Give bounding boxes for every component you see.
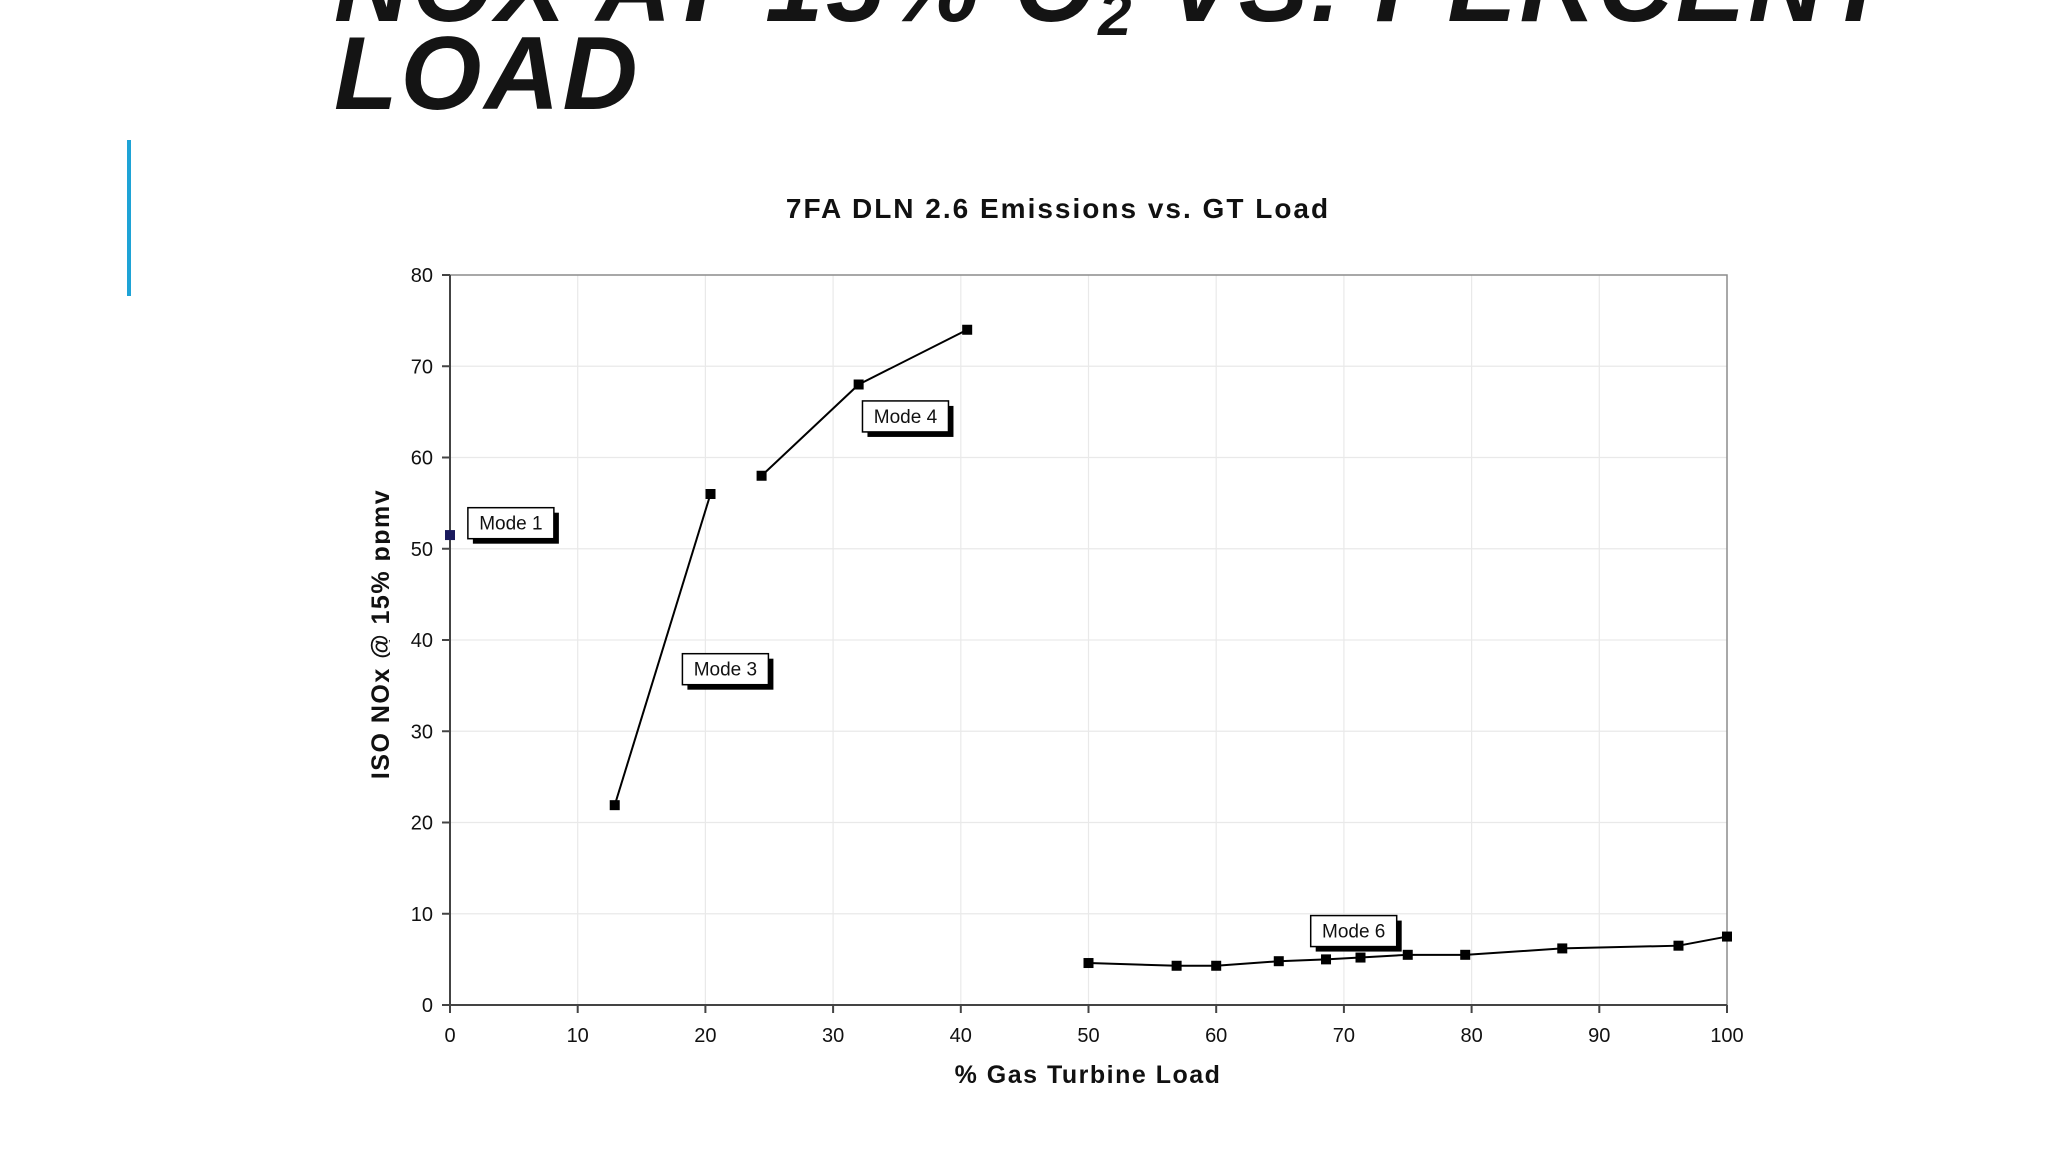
y-tick-label: 60	[411, 448, 433, 470]
mode-1-point	[445, 530, 455, 541]
mode-6-point	[1460, 949, 1471, 960]
x-tick-label: 40	[950, 1025, 972, 1047]
title-part-1: NOX AT 15% O	[334, 0, 1098, 44]
annotation-mode-6-box	[1309, 914, 1398, 948]
y-tick-label: 20	[411, 813, 433, 835]
mode-3-line	[613, 493, 712, 806]
mode-6-point	[1211, 960, 1222, 971]
annotation-mode-1-text: Mode 1	[479, 514, 542, 535]
mode-4-point	[853, 379, 864, 390]
y-tick-label: 30	[411, 721, 433, 743]
mode-6-point	[1355, 952, 1366, 963]
x-tick-label: 50	[1077, 1025, 1099, 1047]
x-axis-label: % Gas Turbine Load	[955, 1061, 1222, 1089]
data-series	[445, 324, 1732, 971]
annotation-mode-4-text: Mode 4	[874, 407, 938, 428]
annotation-mode-4-box	[861, 400, 950, 433]
grid-lines	[450, 275, 1727, 1005]
y-tick-label: 80	[411, 265, 433, 287]
mode-6-point	[1083, 958, 1094, 969]
x-tick-label: 80	[1460, 1025, 1482, 1047]
mode-3-point	[609, 800, 620, 811]
x-tick-label: 20	[694, 1025, 716, 1047]
y-tick-label: 50	[411, 539, 433, 561]
y-tick-label: 0	[422, 995, 433, 1017]
mode-4-point	[756, 470, 767, 481]
annotation-mode-6-text: Mode 6	[1322, 922, 1385, 943]
mode-6-point	[1321, 954, 1332, 965]
x-tick-label: 100	[1710, 1025, 1743, 1047]
mode-4-point	[962, 324, 973, 335]
x-tick-label: 30	[822, 1025, 844, 1047]
mode-3-point	[705, 489, 716, 499]
axes: 0 10 20 30 40 50 60 70 80 0 10 20 30 40 50 60 70 80 90 100	[411, 265, 1744, 1047]
mode-6-point	[1402, 949, 1413, 960]
mode-6-point	[1273, 956, 1284, 967]
mode-6-point	[1722, 931, 1732, 942]
x-tick-label: 70	[1333, 1025, 1355, 1047]
annotation-mode-4: Mode 4	[861, 400, 954, 437]
slide-title-line-2: LOAD	[334, 16, 641, 132]
slide-title-line-1: NOX AT 15% O2 VS. PERCENT	[334, 0, 2014, 45]
x-tick-label: 60	[1205, 1025, 1227, 1047]
y-tick-label: 10	[411, 904, 433, 926]
mode-6-point	[1171, 960, 1182, 971]
title-subscript: 2	[1098, 0, 1135, 48]
annotation-mode-3-box	[681, 652, 770, 686]
annotation-mode-3-text: Mode 3	[694, 660, 757, 681]
slide-title: NOX AT 15% O2 VS. PERCENT LOAD	[334, 0, 2014, 132]
annotation-mode-1-box	[467, 506, 555, 540]
chart-title: 7FA DLN 2.6 Emissions vs. GT Load	[786, 193, 1330, 224]
x-tick-label: 10	[567, 1025, 589, 1047]
mode-6-point	[1557, 943, 1568, 954]
x-tick-label: 0	[444, 1025, 455, 1047]
mode-6-point	[1673, 940, 1684, 951]
mode-annotations: Mode 1 Mode 3 Mode 4 Mode 6	[467, 400, 1402, 952]
y-tick-label: 70	[411, 356, 433, 378]
x-tick-label: 90	[1588, 1025, 1610, 1047]
annotation-mode-6: Mode 6	[1309, 914, 1402, 952]
y-tick-label: 40	[411, 630, 433, 652]
accent-bar	[127, 140, 131, 296]
annotation-mode-3: Mode 3	[681, 652, 774, 690]
title-part-2: VS. PERCENT	[1135, 0, 1893, 44]
annotation-mode-1: Mode 1	[467, 506, 559, 544]
y-axis-label: ISO NOx @ 15% ppmv	[367, 489, 395, 779]
